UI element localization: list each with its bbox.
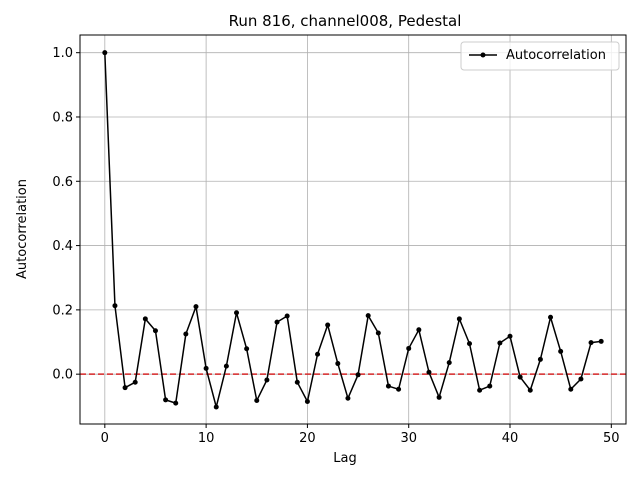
series-line-autocorrelation [104,52,602,408]
x-tick-label: 40 [502,431,519,446]
data-point [284,313,290,319]
data-point [365,313,371,319]
data-point [558,348,564,354]
y-axis-ticks: 0.0 0.2 0.4 0.6 0.8 1.0 [52,46,80,383]
data-point [487,383,493,389]
y-tick-label: 0.6 [52,175,73,190]
data-point [304,398,310,404]
data-point [548,314,554,320]
y-tick-label: 0.0 [52,368,73,383]
data-point [193,304,199,310]
data-point [173,400,179,406]
data-point [355,372,361,378]
data-point [122,385,128,391]
data-point [142,316,148,322]
data-point [264,377,270,383]
data-point [426,369,432,375]
legend-box [460,41,620,71]
data-point [466,341,472,347]
data-point [213,404,219,410]
data-point [223,363,229,369]
y-tick-label: 1.0 [52,46,73,61]
x-tick-label: 0 [101,431,109,446]
data-point [375,330,381,336]
x-tick-label: 50 [603,431,620,446]
y-tick-label: 0.4 [52,239,73,254]
legend-label: Autocorrelation [506,48,606,63]
data-point [456,316,462,322]
data-point [537,356,543,362]
data-point [446,360,452,366]
data-point [598,338,604,344]
data-point [325,322,331,328]
y-tick-label: 0.8 [52,110,73,125]
data-point [244,346,250,352]
data-point [163,397,169,403]
data-point [406,345,412,351]
data-point [588,340,594,346]
y-tick-label: 0.2 [52,303,73,318]
data-point [477,387,483,393]
x-tick-label: 20 [299,431,316,446]
data-point [416,327,422,333]
data-point [152,328,158,334]
chart-title: Run 816, channel008, Pedestal [229,12,462,30]
x-axis-label: Lag [333,451,356,466]
legend: Autocorrelation [460,41,620,71]
series-points [102,50,604,410]
data-point [102,50,108,56]
legend-marker-sample [480,52,486,58]
plot-frame [79,34,627,425]
data-point [254,398,260,404]
data-point [396,386,402,392]
data-point [507,333,513,339]
data-point [315,351,321,357]
data-point [203,365,209,371]
x-tick-label: 30 [400,431,417,446]
data-point [436,394,442,400]
data-point [132,379,138,385]
data-point [294,379,300,385]
data-point [578,376,584,382]
x-tick-label: 10 [198,431,215,446]
data-point [497,340,503,346]
data-point [517,374,523,380]
data-point [112,303,118,309]
y-axis-label: Autocorrelation [15,179,30,279]
data-point [234,310,240,316]
data-point [274,319,280,325]
data-point [385,383,391,389]
data-point [335,361,341,367]
data-point [183,331,189,337]
data-point [527,387,533,393]
x-axis-ticks: 0 10 20 30 40 50 [101,424,620,446]
data-point [568,386,574,392]
data-point [345,395,351,401]
